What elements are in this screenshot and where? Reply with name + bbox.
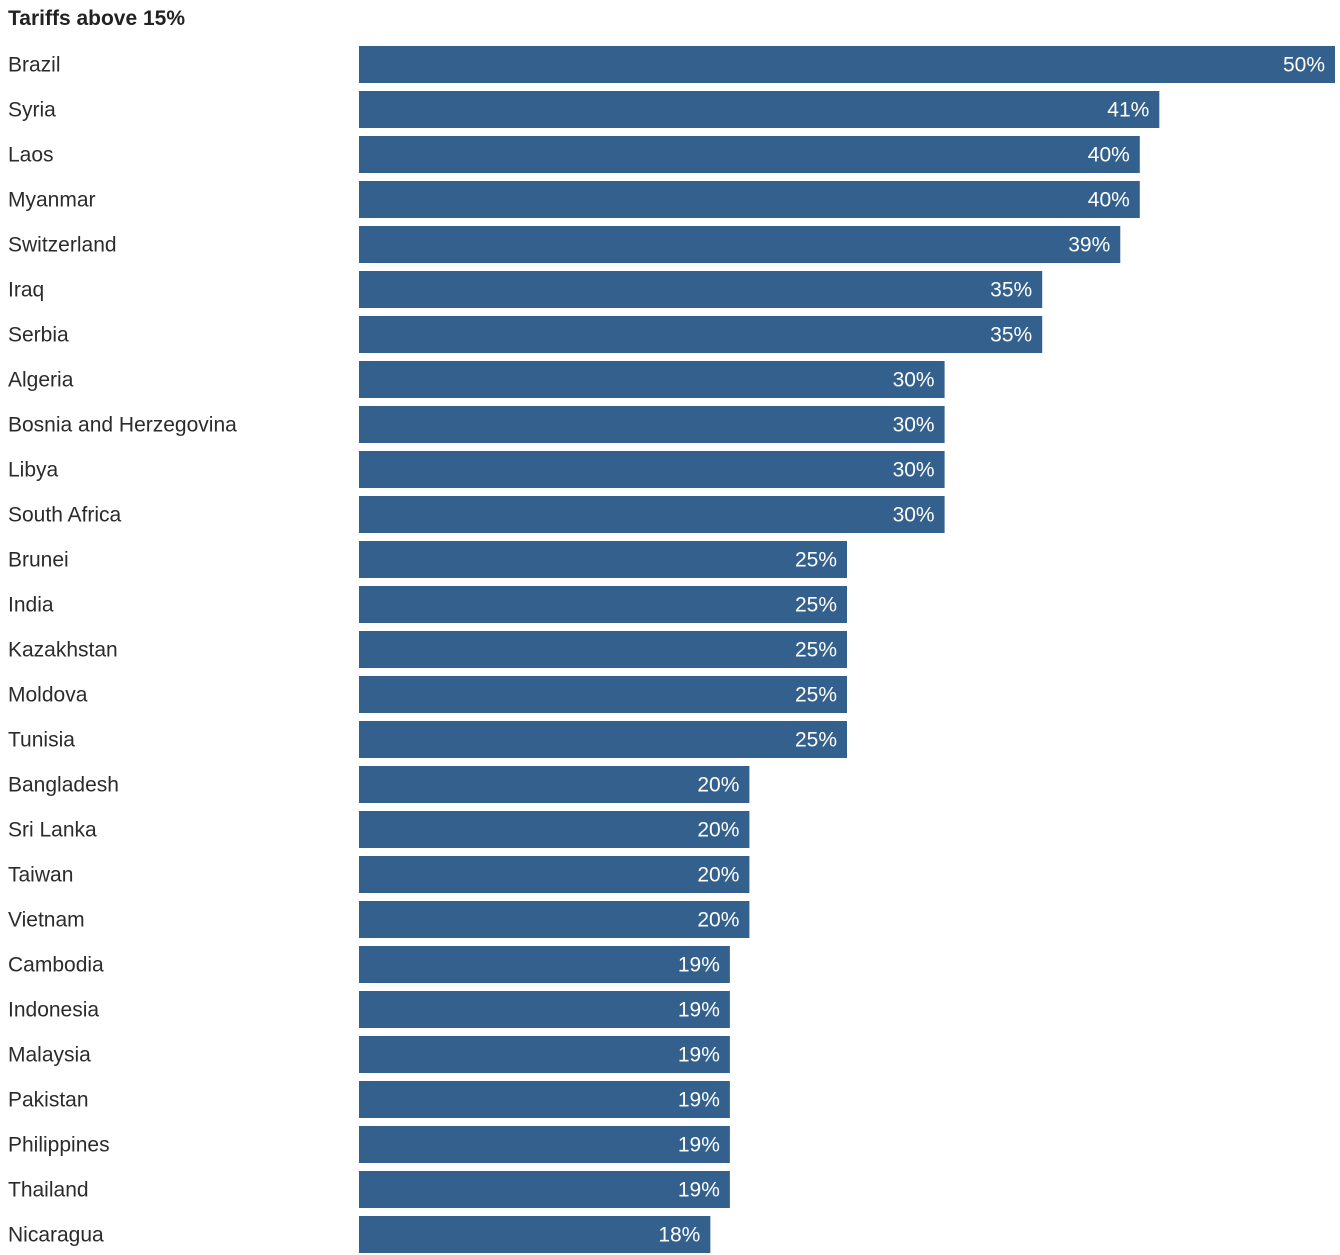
- category-label: Pakistan: [8, 1089, 89, 1112]
- value-label: 19%: [678, 1089, 720, 1112]
- value-label: 30%: [893, 504, 935, 527]
- bar: [359, 1126, 730, 1163]
- bar: [359, 1081, 730, 1118]
- category-label: Laos: [8, 144, 54, 167]
- value-label: 41%: [1107, 99, 1149, 122]
- value-label: 50%: [1283, 54, 1325, 77]
- value-label: 20%: [697, 909, 739, 932]
- value-label: 18%: [658, 1224, 700, 1247]
- category-label: Vietnam: [8, 909, 85, 932]
- bar: [359, 766, 750, 803]
- bar: [359, 631, 847, 668]
- bar: [359, 406, 945, 443]
- value-label: 19%: [678, 954, 720, 977]
- value-label: 25%: [795, 639, 837, 662]
- category-label: Nicaragua: [8, 1224, 104, 1247]
- value-label: 30%: [893, 369, 935, 392]
- value-label: 39%: [1068, 234, 1110, 257]
- bar: [359, 721, 847, 758]
- bar: [359, 946, 730, 983]
- category-label: Thailand: [8, 1179, 89, 1202]
- category-label: Sri Lanka: [8, 819, 97, 842]
- category-label: Tunisia: [8, 729, 75, 752]
- category-label: Serbia: [8, 324, 69, 347]
- category-label: Syria: [8, 99, 56, 122]
- bar: [359, 676, 847, 713]
- category-label: Switzerland: [8, 234, 117, 257]
- bar: [359, 856, 750, 893]
- category-label: India: [8, 594, 54, 617]
- category-label: Moldova: [8, 684, 88, 707]
- category-label: Indonesia: [8, 999, 99, 1022]
- value-label: 40%: [1088, 189, 1130, 212]
- category-label: Taiwan: [8, 864, 73, 887]
- value-label: 19%: [678, 999, 720, 1022]
- value-label: 25%: [795, 594, 837, 617]
- category-label: Philippines: [8, 1134, 110, 1157]
- bar: [359, 1036, 730, 1073]
- bar: [359, 181, 1140, 218]
- value-label: 40%: [1088, 144, 1130, 167]
- category-label: South Africa: [8, 504, 122, 527]
- category-label: Bangladesh: [8, 774, 119, 797]
- bar: [359, 1171, 730, 1208]
- bar: [359, 811, 750, 848]
- bar: [359, 541, 847, 578]
- bar: [359, 226, 1121, 263]
- category-label: Bosnia and Herzegovina: [8, 414, 237, 437]
- bar: [359, 46, 1335, 83]
- category-label: Libya: [8, 459, 59, 482]
- value-label: 19%: [678, 1044, 720, 1067]
- value-label: 30%: [893, 414, 935, 437]
- value-label: 30%: [893, 459, 935, 482]
- value-label: 20%: [697, 774, 739, 797]
- value-label: 19%: [678, 1134, 720, 1157]
- value-label: 25%: [795, 549, 837, 572]
- category-label: Malaysia: [8, 1044, 91, 1067]
- bar: [359, 91, 1160, 128]
- chart-title: Tariffs above 15%: [8, 7, 186, 30]
- bar: [359, 496, 945, 533]
- bar: [359, 361, 945, 398]
- value-label: 35%: [990, 279, 1032, 302]
- value-label: 19%: [678, 1179, 720, 1202]
- value-label: 20%: [697, 819, 739, 842]
- bar: [359, 991, 730, 1028]
- bar: [359, 271, 1043, 308]
- bar: [359, 1216, 711, 1253]
- category-label: Brazil: [8, 54, 61, 77]
- value-label: 25%: [795, 684, 837, 707]
- value-label: 35%: [990, 324, 1032, 347]
- category-label: Brunei: [8, 549, 69, 572]
- bar: [359, 136, 1140, 173]
- value-label: 25%: [795, 729, 837, 752]
- value-label: 20%: [697, 864, 739, 887]
- bar: [359, 586, 847, 623]
- category-label: Kazakhstan: [8, 639, 118, 662]
- category-label: Algeria: [8, 369, 74, 392]
- bar: [359, 901, 750, 938]
- category-label: Cambodia: [8, 954, 104, 977]
- category-label: Iraq: [8, 279, 44, 302]
- bar: [359, 316, 1043, 353]
- bar: [359, 451, 945, 488]
- category-label: Myanmar: [8, 189, 96, 212]
